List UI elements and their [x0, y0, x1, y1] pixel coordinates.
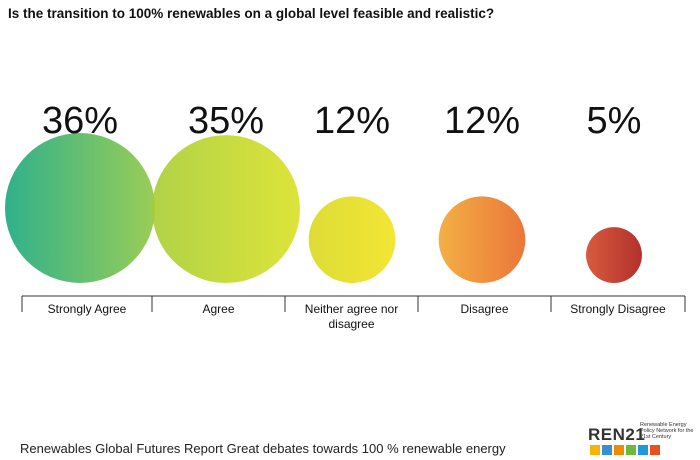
bubble [586, 227, 642, 283]
category-label: Neither agree nor disagree [304, 302, 399, 331]
category-label: Disagree [460, 302, 509, 316]
bubble [438, 196, 526, 283]
bubble [308, 196, 396, 283]
logo-tagline: Renewable Energy Policy Network for the … [640, 422, 694, 440]
category-label: Strongly Disagree [570, 302, 666, 316]
bubble [5, 133, 155, 283]
value-label: 12% [443, 100, 521, 142]
value-label: 12% [313, 100, 391, 142]
value-label: 5% [586, 100, 642, 142]
category-label: Strongly Agree [47, 302, 127, 316]
footer: Renewables Global Futures Report Great d… [20, 441, 506, 456]
value-label: 36% [41, 100, 119, 142]
category-label: Agree [202, 302, 235, 316]
value-label: 35% [187, 100, 265, 142]
logo: REN21 [588, 425, 646, 444]
title: Is the transition to 100% renewables on … [8, 6, 495, 21]
bubble [152, 135, 300, 283]
